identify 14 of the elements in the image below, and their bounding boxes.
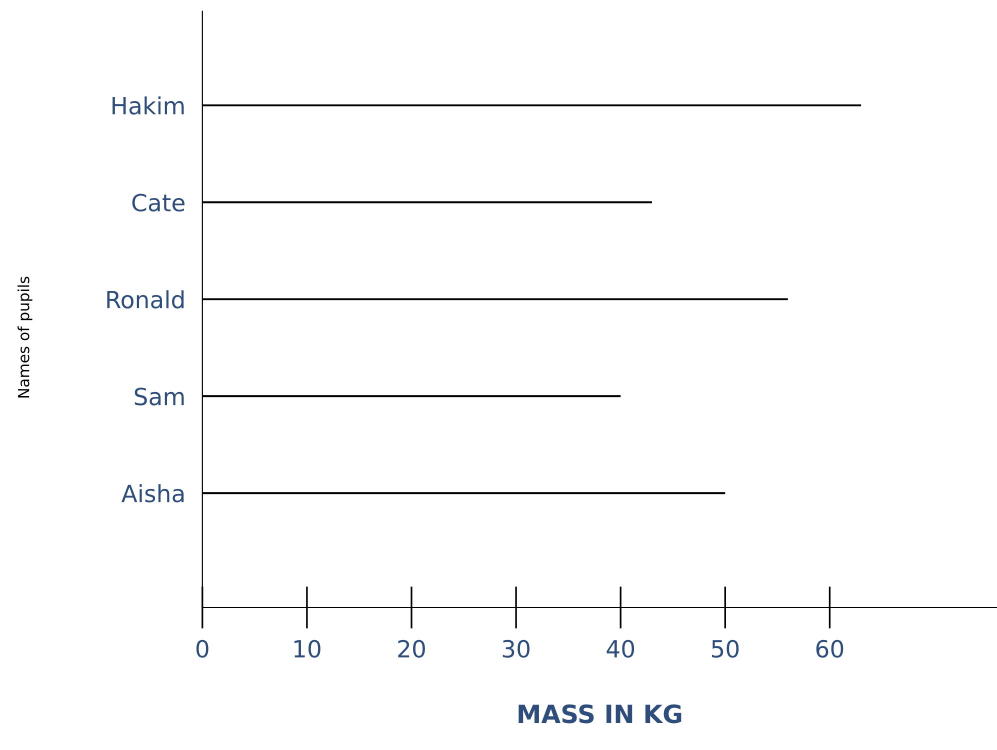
x-tick-label: 10 (294, 640, 320, 658)
x-tick-label: 50 (712, 640, 739, 658)
x-tick-label: 60 (816, 640, 844, 658)
y-tick-label: Aisha (121, 484, 184, 502)
y-tick-label: Cate (132, 194, 184, 212)
x-tick-label: 20 (398, 640, 425, 658)
x-tick-label: 0 (196, 640, 208, 658)
y-tick-label: Sam (134, 388, 184, 406)
x-tick-label: 30 (502, 640, 530, 658)
x-tick-label: 40 (606, 640, 634, 658)
y-tick-label: Hakim (112, 96, 184, 115)
y-axis-title: Names of pupils (18, 276, 32, 398)
x-axis-title: MASS IN KG (518, 704, 682, 724)
y-tick-label: Ronald (107, 290, 184, 308)
